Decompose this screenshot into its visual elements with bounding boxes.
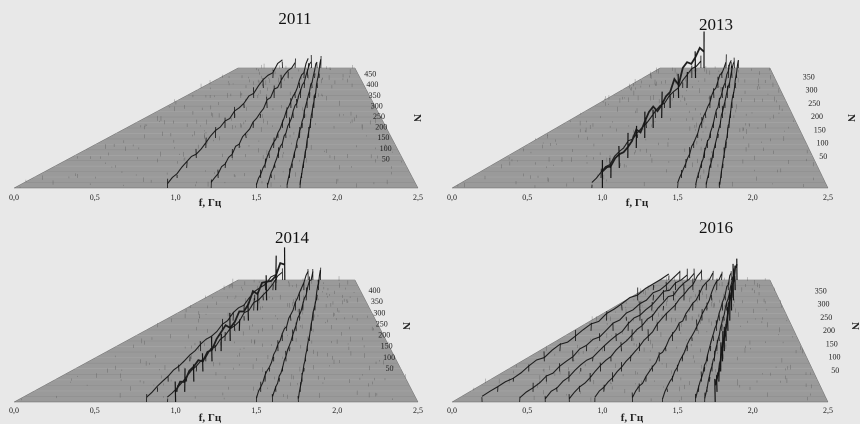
z-tick-label: 100 <box>383 353 395 362</box>
z-tick-label: 50 <box>382 154 390 163</box>
x-tick-label: 0,0 <box>9 406 19 415</box>
z-tick-label: 300 <box>373 308 385 317</box>
z-tick-label: 200 <box>375 123 387 132</box>
z-tick-label: 200 <box>811 112 823 121</box>
z-tick-label: 350 <box>371 297 383 306</box>
spectrum-surface <box>13 247 419 403</box>
z-axis-label: N <box>845 114 857 122</box>
panel-title: 2011 <box>278 9 311 28</box>
panel-title: 2016 <box>699 218 733 237</box>
z-tick-labels: 50 100 150 200 250 300 350 <box>815 286 841 375</box>
spectrum-surface <box>451 31 829 189</box>
peak-ridge <box>286 61 318 185</box>
x-tick-label: 0,0 <box>447 406 457 415</box>
x-tick-label: 1,5 <box>251 406 261 415</box>
x-tick-labels: 0,0 0,5 1,0 1,5 2,0 2,5 <box>447 406 833 415</box>
z-tick-label: 450 <box>364 70 376 79</box>
x-tick-label: 0,5 <box>90 193 100 202</box>
z-tick-label: 200 <box>378 331 390 340</box>
z-tick-label: 400 <box>368 286 380 295</box>
x-tick-labels: 0,0 0,5 1,0 1,5 2,0 2,5 <box>447 193 833 202</box>
z-tick-label: 350 <box>803 72 815 81</box>
x-tick-label: 1,0 <box>171 406 181 415</box>
z-tick-label: 250 <box>373 112 385 121</box>
x-tick-label: 2,0 <box>332 193 342 202</box>
z-axis-label: N <box>400 322 412 330</box>
x-tick-label: 2,5 <box>823 406 833 415</box>
z-tick-label: 350 <box>815 286 827 295</box>
spectrum-surface <box>13 55 419 189</box>
z-tick-label: 150 <box>381 342 393 351</box>
x-tick-label: 0,0 <box>447 193 457 202</box>
x-tick-label: 2,5 <box>823 193 833 202</box>
z-tick-label: 100 <box>817 139 829 148</box>
x-tick-label: 2,5 <box>413 193 423 202</box>
z-tick-label: 100 <box>829 353 841 362</box>
x-tick-label: 2,0 <box>748 406 758 415</box>
x-tick-label: 2,0 <box>748 193 758 202</box>
panel-title: 2014 <box>275 228 310 247</box>
z-tick-label: 50 <box>831 366 839 375</box>
spectrum-surface <box>451 258 829 403</box>
z-tick-label: 150 <box>377 133 389 142</box>
z-tick-label: 150 <box>826 339 838 348</box>
x-tick-label: 1,5 <box>251 193 261 202</box>
z-tick-label: 300 <box>806 86 818 95</box>
x-tick-label: 1,5 <box>673 406 683 415</box>
z-axis-label: N <box>411 114 423 122</box>
x-tick-label: 1,0 <box>171 193 181 202</box>
panel-title: 2013 <box>699 15 733 34</box>
z-tick-label: 50 <box>386 364 394 373</box>
x-tick-label: 0,5 <box>90 406 100 415</box>
x-tick-label: 2,0 <box>332 406 342 415</box>
panel-2013: 2013 0,0 0,5 1,0 1,5 2,0 2,5 50 100 150 200 250 30… <box>447 15 857 209</box>
z-tick-label: 300 <box>371 101 383 110</box>
z-tick-labels: 50 100 150 200 250 300 350 400 <box>368 286 395 373</box>
z-tick-label: 250 <box>820 313 832 322</box>
x-axis-label: f, Гц <box>626 197 649 209</box>
x-axis-label: f, Гц <box>199 412 222 424</box>
panel-2016: 2016 0,0 0,5 1,0 1,5 2,0 2,5 50 100 150 200 250 30… <box>447 218 860 424</box>
z-tick-label: 150 <box>814 125 826 134</box>
z-tick-label: 50 <box>819 152 827 161</box>
z-tick-label: 350 <box>369 91 381 100</box>
x-axis-label: f, Гц <box>621 412 644 424</box>
z-tick-label: 300 <box>818 300 830 309</box>
x-tick-label: 2,5 <box>413 406 423 415</box>
x-axis-label: f, Гц <box>199 197 222 209</box>
x-tick-label: 0,5 <box>522 406 532 415</box>
z-tick-label: 200 <box>823 326 835 335</box>
z-tick-label: 100 <box>380 144 392 153</box>
x-tick-label: 1,0 <box>597 406 607 415</box>
z-tick-label: 250 <box>808 99 820 108</box>
z-tick-label: 400 <box>366 80 378 89</box>
x-tick-labels: 0,0 0,5 1,0 1,5 2,0 2,5 <box>9 406 423 415</box>
x-tick-label: 0,0 <box>9 193 19 202</box>
x-tick-label: 1,5 <box>673 193 683 202</box>
z-axis-label: N <box>849 322 860 330</box>
z-tick-label: 250 <box>376 319 388 328</box>
x-tick-label: 0,5 <box>522 193 532 202</box>
x-tick-label: 1,0 <box>597 193 607 202</box>
panel-2014: 2014 0,0 0,5 1,0 1,5 2,0 2,5 50 100 150 200 250 30… <box>9 228 423 424</box>
z-tick-labels: 50 100 150 200 250 300 350 <box>803 72 829 161</box>
x-tick-labels: 0,0 0,5 1,0 1,5 2,0 2,5 <box>9 193 423 202</box>
